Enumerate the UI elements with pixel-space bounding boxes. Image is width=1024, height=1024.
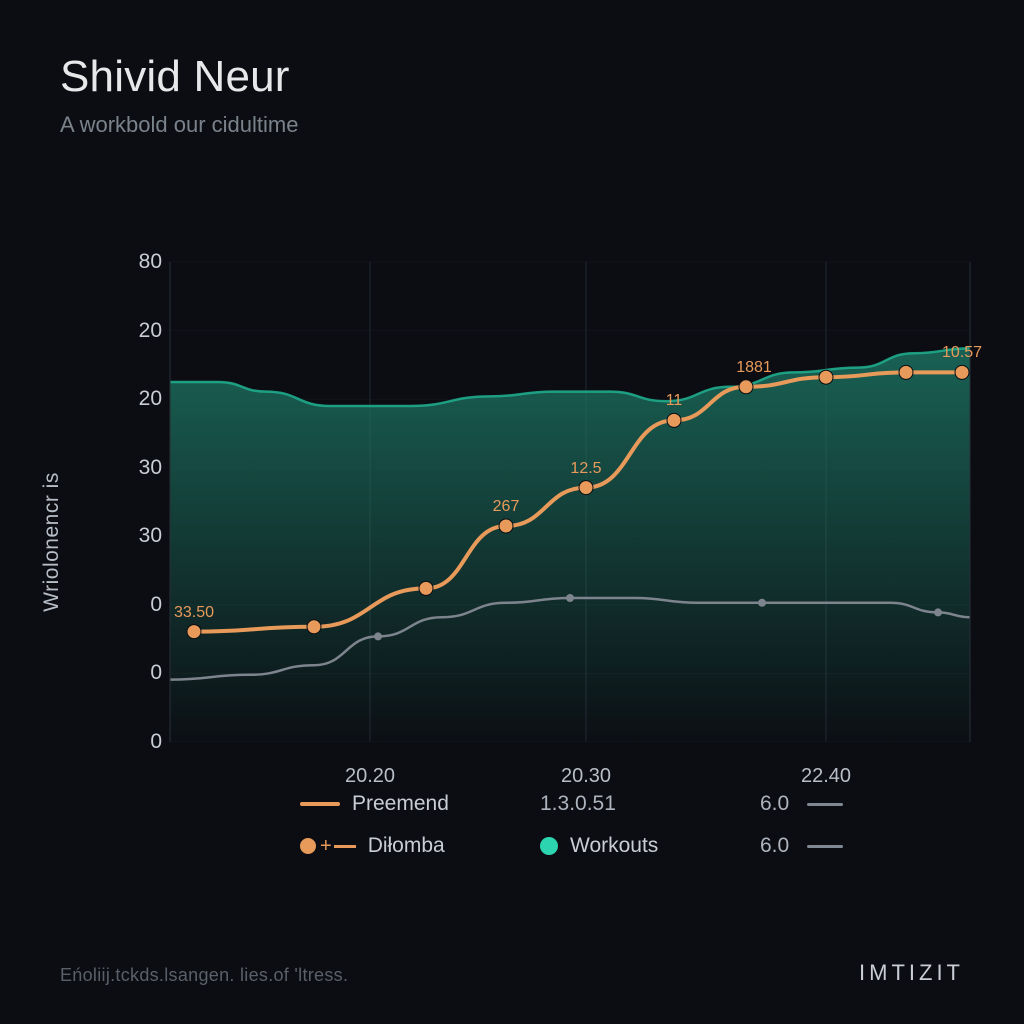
y-tick: 0 [110, 730, 162, 754]
orange-series-marker [955, 365, 969, 379]
legend-label: Workouts [570, 834, 658, 858]
legend-swatch-gray-icon [807, 803, 843, 806]
orange-series-marker [667, 413, 681, 427]
y-axis-label: Wriolonencr is [40, 472, 64, 612]
data-point-label: 33.50 [174, 604, 214, 622]
chart-plot [170, 262, 970, 742]
y-tick: 0 [110, 593, 162, 617]
legend-item: 6.0 [760, 792, 920, 816]
y-tick: 30 [110, 456, 162, 480]
y-tick: 20 [110, 319, 162, 343]
orange-series-marker [739, 380, 753, 394]
page-subtitle: A workbold our cidultime [60, 112, 964, 138]
data-point-label: 10.57 [942, 344, 982, 362]
data-point-label: 1881 [736, 359, 772, 377]
y-tick: 30 [110, 524, 162, 548]
orange-series-marker [579, 481, 593, 495]
data-point-label: 267 [493, 498, 520, 516]
orange-series-marker [499, 519, 513, 533]
y-tick: 0 [110, 661, 162, 685]
chart-container: Wriolonencr is 8020203030000 33.5026712.… [70, 262, 970, 822]
x-tick: 22.40 [801, 765, 851, 788]
orange-series-marker [899, 365, 913, 379]
page-title: Shivid Neur [60, 52, 964, 102]
orange-series-marker [187, 625, 201, 639]
legend-value: 6.0 [760, 792, 789, 816]
orange-series-marker [419, 581, 433, 595]
legend-swatch-dotline-icon: + [300, 835, 356, 858]
data-point-label: 11 [666, 392, 683, 410]
legend-item: 6.0 [760, 834, 920, 858]
legend-item: Preemend [300, 792, 520, 816]
legend-swatch-line-icon [300, 802, 340, 806]
footer-brand: IMTIZIT [859, 960, 964, 986]
y-tick: 80 [110, 250, 162, 274]
legend-swatch-gray-icon [807, 845, 843, 848]
orange-series-marker [307, 620, 321, 634]
orange-series-marker [819, 370, 833, 384]
legend-label: Diłomba [368, 834, 445, 858]
legend-item: Workouts [540, 834, 740, 858]
legend-item: 1.3.0.51 [540, 792, 740, 816]
legend-value: 1.3.0.51 [540, 792, 616, 816]
data-point-label: 12.5 [570, 460, 601, 478]
legend-value: 6.0 [760, 834, 789, 858]
footer-note: Eńoliij.tckds.lsangen. lies.of 'ltress. [60, 965, 348, 986]
legend-swatch-dot-icon [540, 837, 558, 855]
legend: Preemend 1.3.0.51 6.0 + Diłomba Workouts 6.0 [300, 792, 1020, 858]
legend-item: + Diłomba [300, 834, 520, 858]
x-tick: 20.30 [561, 765, 611, 788]
y-tick: 20 [110, 387, 162, 411]
area-series [170, 348, 970, 742]
legend-label: Preemend [352, 792, 449, 816]
x-tick: 20.20 [345, 765, 395, 788]
